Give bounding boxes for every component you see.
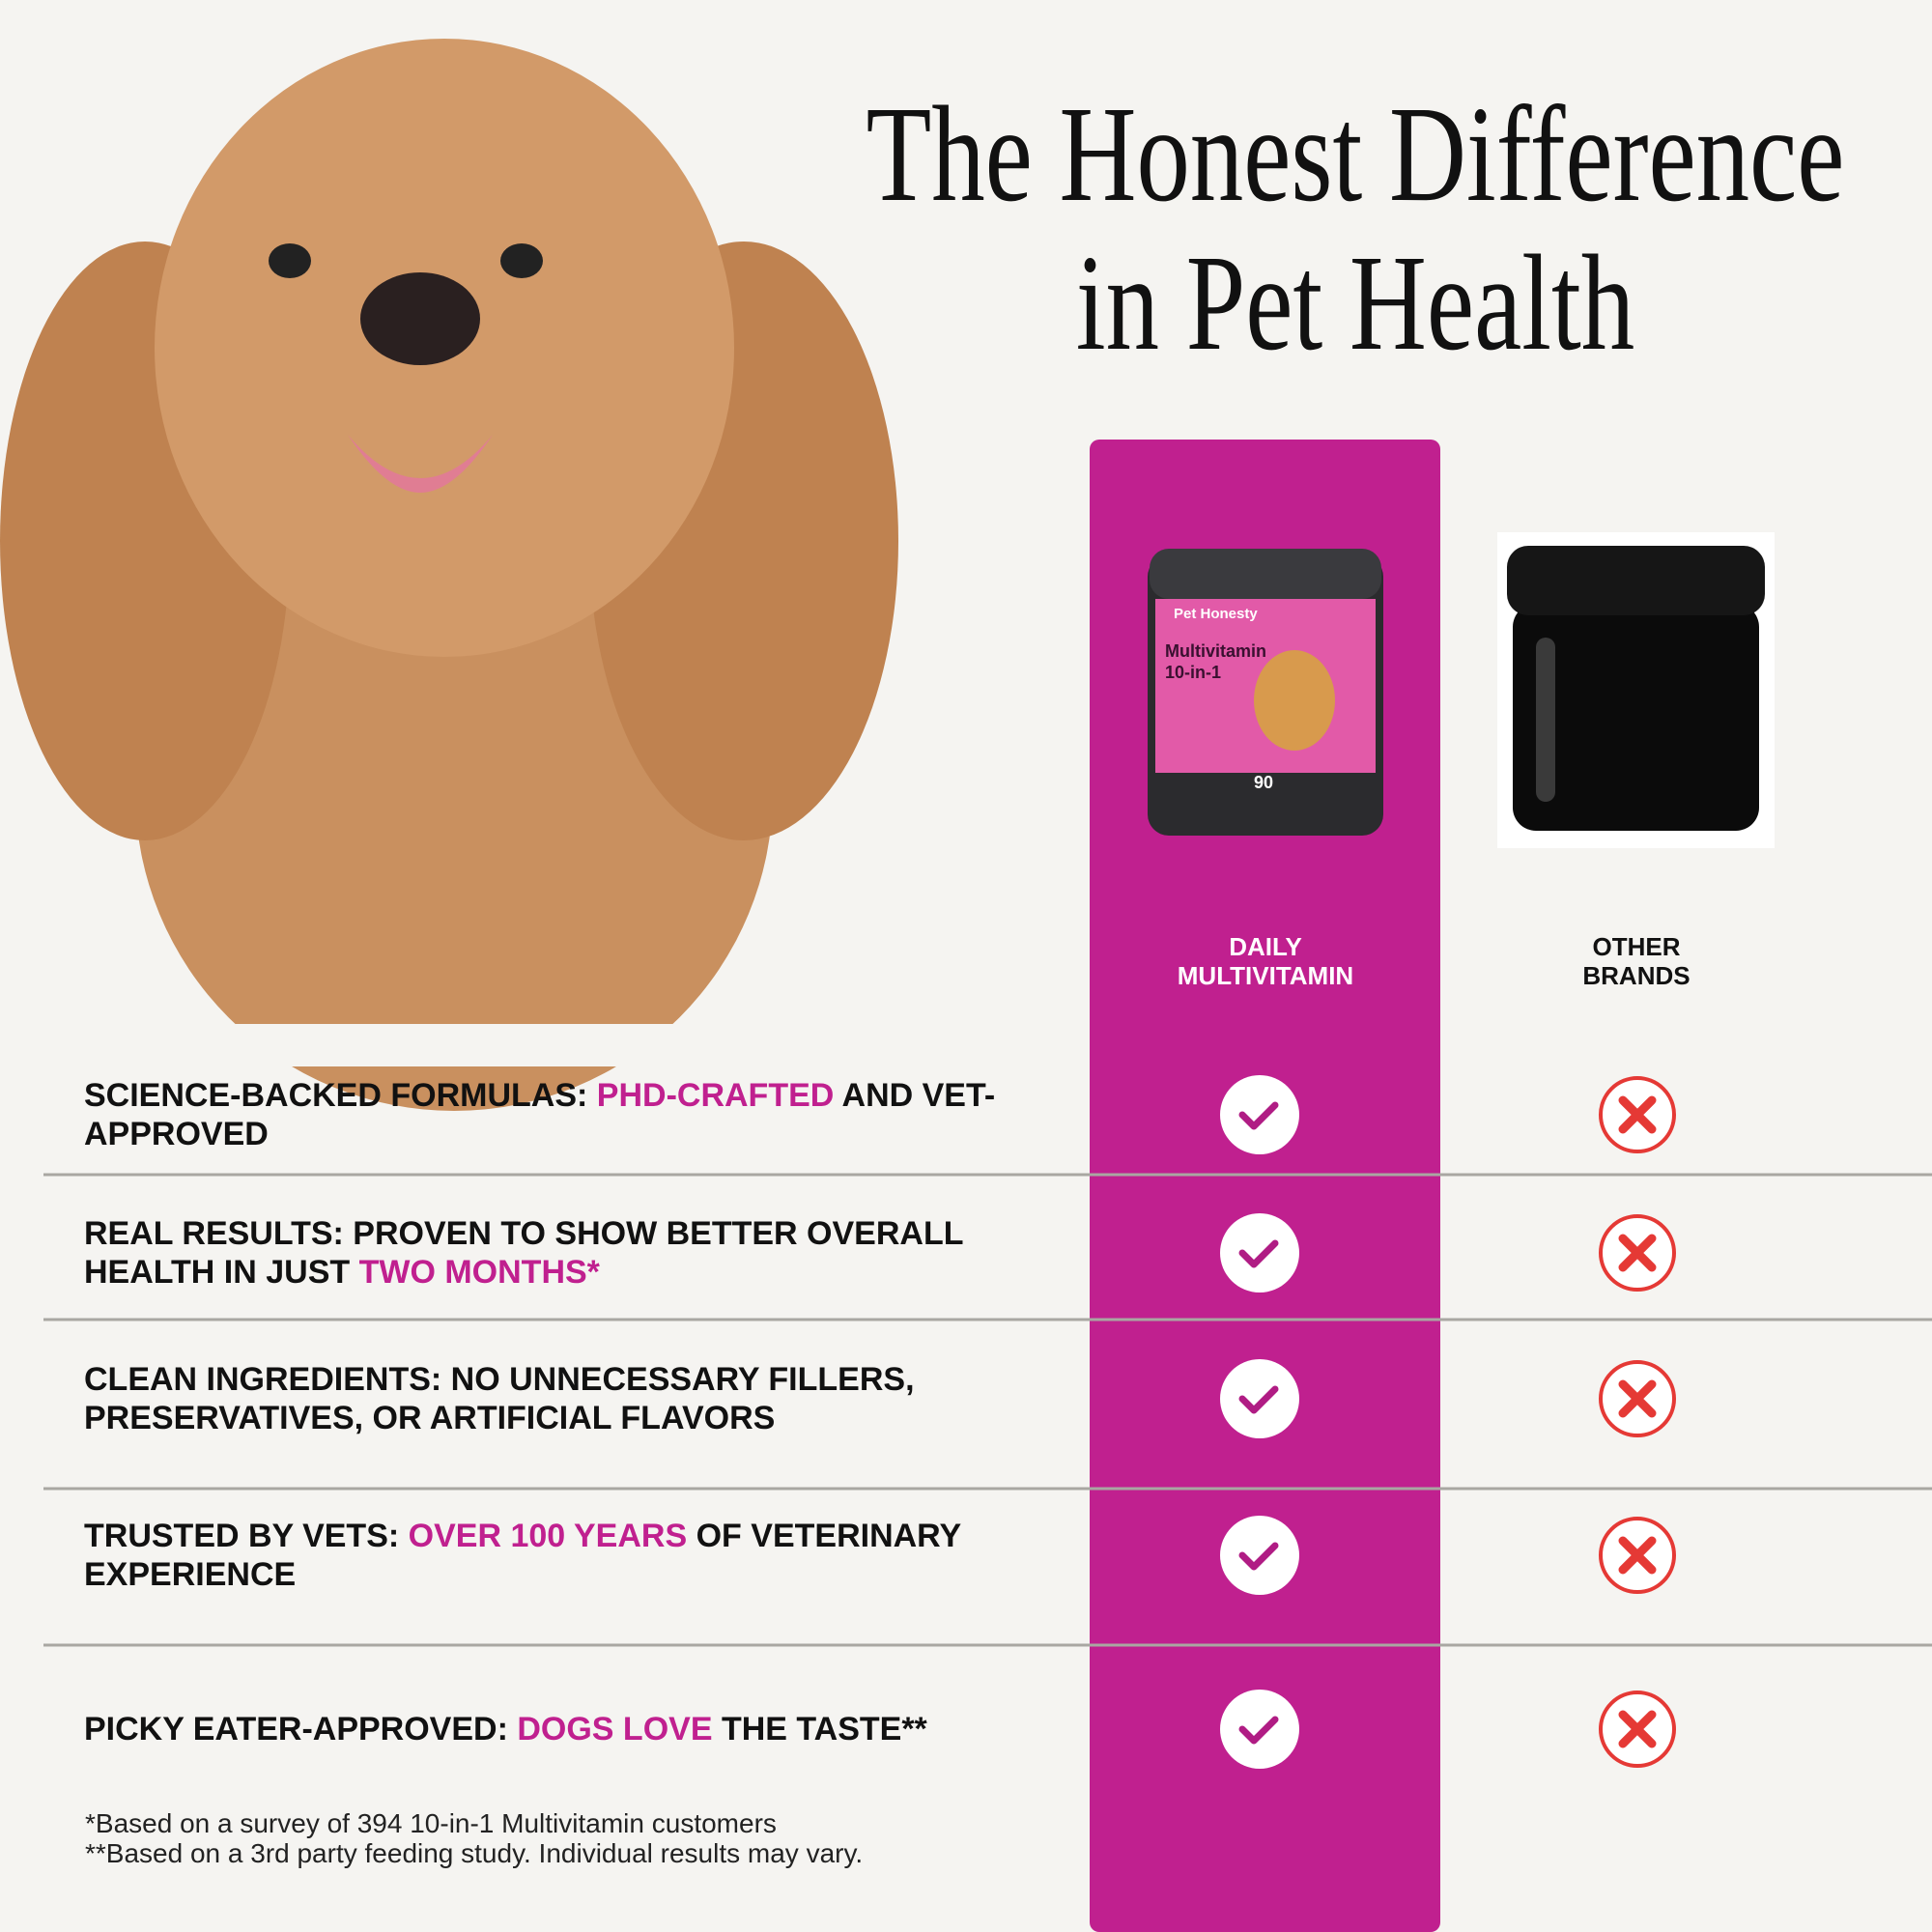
footnote: **Based on a 3rd party feeding study. In… bbox=[85, 1838, 864, 1868]
column-header-line: MULTIVITAMIN bbox=[1177, 961, 1354, 990]
row-label: PICKY EATER-APPROVED: DOGS LOVE THE TAST… bbox=[84, 1710, 1050, 1748]
check-icon bbox=[1220, 1359, 1299, 1438]
cross-icon bbox=[1599, 1690, 1676, 1768]
check-mark bbox=[1238, 1101, 1279, 1130]
row-label: TRUSTED BY VETS: OVER 100 YEARS OF VETER… bbox=[84, 1517, 1050, 1594]
label-text: AND VET-APPROVED bbox=[84, 1077, 996, 1152]
jar-count: 90 bbox=[1254, 773, 1273, 792]
check-circle bbox=[1220, 1359, 1299, 1438]
check-circle bbox=[1220, 1516, 1299, 1595]
generic-jar bbox=[1497, 532, 1775, 848]
row-label: REAL RESULTS: PROVEN TO SHOW BETTER OVER… bbox=[84, 1214, 1050, 1292]
check-mark bbox=[1238, 1239, 1279, 1268]
cross-mark bbox=[1618, 1095, 1657, 1134]
jar-brand: Pet Honesty bbox=[1174, 606, 1258, 622]
cross-mark bbox=[1618, 1234, 1657, 1272]
check-mark bbox=[1238, 1542, 1279, 1571]
row-label: CLEAN INGREDIENTS: NO UNNECESSARY FILLER… bbox=[84, 1360, 1050, 1437]
check-circle bbox=[1220, 1690, 1299, 1769]
highlight-text: PHD-CRAFTED bbox=[596, 1077, 835, 1114]
title: The Honest Difference bbox=[866, 77, 1845, 230]
jar-name: 10-in-1 bbox=[1165, 663, 1221, 682]
label-text: THE TASTE** bbox=[712, 1711, 927, 1747]
row-label: SCIENCE-BACKED FORMULAS: PHD-CRAFTED AND… bbox=[84, 1076, 1050, 1153]
label-text: OF VETERINARY EXPERIENCE bbox=[84, 1518, 961, 1593]
label-text: TRUSTED BY VETS: bbox=[84, 1518, 409, 1554]
column-header-line: OTHER bbox=[1592, 932, 1681, 961]
label-text: SCIENCE-BACKED FORMULAS: bbox=[84, 1077, 597, 1114]
cross-icon bbox=[1599, 1517, 1676, 1594]
check-circle bbox=[1220, 1213, 1299, 1293]
product-jar: Pet Honesty Multivitamin 10-in-1 90 bbox=[1148, 549, 1383, 836]
highlight-text: OVER 100 YEARS bbox=[408, 1518, 688, 1554]
dog-photo bbox=[0, 39, 918, 1111]
label-text: CLEAN INGREDIENTS: NO UNNECESSARY FILLER… bbox=[84, 1361, 915, 1436]
check-icon bbox=[1220, 1516, 1299, 1595]
cross-mark bbox=[1618, 1536, 1657, 1575]
cross-icon bbox=[1599, 1214, 1676, 1292]
label-text: REAL RESULTS: PROVEN TO SHOW BETTER OVER… bbox=[84, 1215, 963, 1291]
check-circle bbox=[1220, 1075, 1299, 1154]
cross-icon bbox=[1599, 1360, 1676, 1437]
check-mark bbox=[1238, 1716, 1279, 1745]
highlight-text: TWO MONTHS* bbox=[358, 1254, 600, 1291]
cross-mark bbox=[1618, 1710, 1657, 1748]
cross-icon bbox=[1599, 1076, 1676, 1153]
title: in Pet Health bbox=[1075, 226, 1635, 379]
column-header-line: DAILY bbox=[1229, 932, 1302, 961]
jar-name: Multivitamin bbox=[1165, 641, 1266, 661]
highlight-text: DOGS LOVE bbox=[517, 1711, 713, 1747]
label-text: PICKY EATER-APPROVED: bbox=[84, 1711, 518, 1747]
check-icon bbox=[1220, 1213, 1299, 1293]
column-header-line: BRANDS bbox=[1582, 961, 1690, 990]
footnote: *Based on a survey of 394 10-in-1 Multiv… bbox=[85, 1808, 777, 1838]
check-mark bbox=[1238, 1385, 1279, 1414]
check-icon bbox=[1220, 1075, 1299, 1154]
column-header: OTHER BRANDS bbox=[1492, 932, 1781, 990]
cross-mark bbox=[1618, 1379, 1657, 1418]
check-icon bbox=[1220, 1690, 1299, 1769]
column-header: DAILY MULTIVITAMIN bbox=[1121, 932, 1410, 990]
